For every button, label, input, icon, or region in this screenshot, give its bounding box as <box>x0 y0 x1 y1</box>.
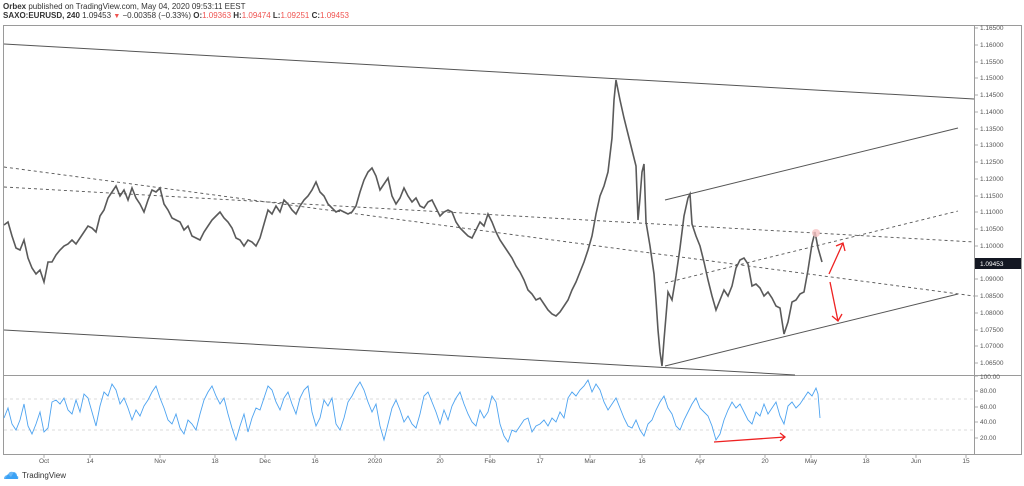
down-arrow-icon: ▼ <box>113 13 121 20</box>
price-tick: 1.12000 <box>980 176 1004 183</box>
arrow-down-icon <box>829 281 839 322</box>
price-tick: 1.12500 <box>980 159 1004 166</box>
price-series <box>3 79 823 367</box>
time-tick: Dec <box>259 458 271 465</box>
high-label: H: <box>233 11 242 20</box>
highlight-marker <box>812 229 820 237</box>
time-tick: 16 <box>311 458 319 465</box>
rsi-axis[interactable]: 100.00 80.00 60.00 40.00 20.00 <box>974 374 1000 442</box>
rsi-tick: 40.00 <box>980 419 997 426</box>
high-value: 1.09474 <box>241 11 271 20</box>
price-tick: 1.14000 <box>980 109 1004 116</box>
channel-lower-line <box>3 329 796 376</box>
price-tick: 1.08500 <box>980 293 1004 300</box>
time-tick: 18 <box>862 458 870 465</box>
price-tick: 1.16500 <box>980 25 1004 32</box>
time-tick: Feb <box>484 458 496 465</box>
tradingview-cloud-icon <box>4 471 19 479</box>
dashed-trend-lines[interactable] <box>3 166 975 297</box>
price-tick: 1.13000 <box>980 142 1004 149</box>
current-price-badge <box>975 258 1021 269</box>
price-tick: 1.13500 <box>980 126 1004 133</box>
divergence-arrow-icon <box>713 436 786 443</box>
time-tick: Apr <box>695 458 706 465</box>
price-tick: 1.10500 <box>980 226 1004 233</box>
rsi-tick: 100.00 <box>980 374 1000 381</box>
price-tick: 1.09000 <box>980 276 1004 283</box>
low-label: L: <box>272 11 281 20</box>
channel-upper-line <box>3 43 975 100</box>
time-tick: 20 <box>761 458 769 465</box>
rsi-tick: 80.00 <box>980 388 997 395</box>
time-axis[interactable]: Oct 14 Nov 18 Dec 16 2020 20 Feb 17 Mar … <box>39 455 970 465</box>
price-tick: 1.06500 <box>980 360 1004 367</box>
time-tick: Jun <box>911 458 922 465</box>
price-tick: 1.10000 <box>980 243 1004 250</box>
time-tick: Oct <box>39 458 49 465</box>
time-tick: Nov <box>154 458 166 465</box>
last-price: 1.09453 <box>82 11 112 20</box>
time-tick: 15 <box>962 458 970 465</box>
chart-frame <box>3 25 1022 455</box>
current-price-label: 1.09453 <box>980 261 1004 268</box>
price-tick: 1.15000 <box>980 75 1004 82</box>
arrow-up-icon <box>828 242 844 275</box>
triangle-lower-line <box>664 293 959 367</box>
price-axis[interactable]: 1.16500 1.16000 1.15500 1.15000 1.14500 … <box>974 25 1021 367</box>
open-value: 1.09363 <box>202 11 232 20</box>
close-label: C: <box>311 11 321 20</box>
low-value: 1.09251 <box>280 11 310 20</box>
price-tick: 1.16000 <box>980 42 1004 49</box>
annotation-arrows[interactable] <box>713 242 846 443</box>
rsi-tick: 60.00 <box>980 404 997 411</box>
tradingview-logo[interactable]: TradingView <box>3 470 66 480</box>
open-label: O: <box>193 11 203 20</box>
time-tick: Mar <box>584 458 596 465</box>
price-tick: 1.07000 <box>980 343 1004 350</box>
close-value: 1.09453 <box>320 11 349 20</box>
rsi-tick: 20.00 <box>980 435 997 442</box>
time-tick: 2020 <box>368 458 383 465</box>
tradingview-brand: TradingView <box>22 470 67 480</box>
time-tick: 14 <box>86 458 94 465</box>
price-tick: 1.11500 <box>980 193 1003 200</box>
symbol-legend: SAXO:EURUSD, 240 1.09453 ▼ −0.00358 (−0.… <box>3 11 349 20</box>
price-tick: 1.15500 <box>980 59 1004 66</box>
time-tick: May <box>805 458 818 465</box>
rsi-levels <box>4 398 974 431</box>
price-tick: 1.11000 <box>980 209 1003 216</box>
price-tick: 1.14500 <box>980 92 1004 99</box>
rsi-series <box>3 378 821 444</box>
symbol-name: SAXO:EURUSD, 240 <box>3 11 80 20</box>
time-tick: 16 <box>638 458 646 465</box>
price-tick: 1.07500 <box>980 327 1004 334</box>
publish-info: Orbex published on TradingView.com, May … <box>3 2 246 11</box>
time-tick: 17 <box>536 458 544 465</box>
price-tick: 1.08000 <box>980 310 1004 317</box>
published-text: published on TradingView.com, May 04, 20… <box>26 2 246 11</box>
publisher-name: Orbex <box>3 2 27 11</box>
trend-lines[interactable] <box>3 43 975 376</box>
time-tick: 18 <box>211 458 219 465</box>
price-change: −0.00358 (−0.33%) <box>122 11 191 20</box>
triangle-upper-line <box>664 127 959 201</box>
time-tick: 20 <box>436 458 444 465</box>
